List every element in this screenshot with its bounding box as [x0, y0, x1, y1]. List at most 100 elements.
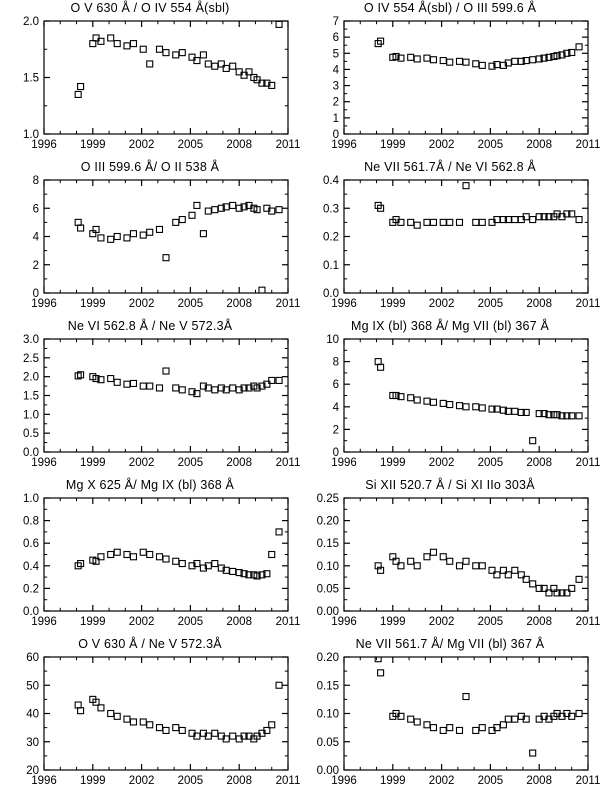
y-tick-label: 2.0: [23, 16, 39, 28]
data-point: [178, 559, 186, 568]
axes-frame: [43, 20, 289, 135]
data-point: [188, 211, 196, 219]
data-point: [563, 589, 571, 597]
data-point: [97, 37, 105, 45]
data-point: [139, 548, 147, 556]
data-point: [446, 557, 454, 565]
data-point: [268, 207, 276, 215]
data-point: [407, 394, 415, 402]
x-tick-label: 1996: [31, 139, 57, 151]
data-point: [429, 724, 438, 732]
data-point: [107, 34, 115, 42]
y-tick-label: 50: [26, 680, 39, 692]
axes-frame: [343, 20, 589, 135]
data-point: [229, 201, 237, 209]
data-point: [575, 575, 583, 583]
x-tick-label: 2005: [178, 457, 204, 469]
data-point: [155, 553, 164, 561]
data-point: [77, 371, 85, 379]
data-point: [455, 562, 464, 570]
x-tick-label: 2008: [226, 616, 252, 628]
data-point: [568, 584, 576, 592]
data-point: [439, 553, 447, 561]
data-point: [558, 589, 566, 597]
data-point: [77, 224, 85, 232]
data-point: [499, 566, 507, 574]
data-point: [540, 213, 548, 221]
data-point: [472, 726, 480, 734]
data-point: [545, 411, 553, 419]
data-points: [74, 21, 283, 98]
x-tick-label: 2002: [429, 616, 455, 628]
data-point: [92, 225, 100, 233]
y-tick-label: 0.15: [317, 680, 339, 692]
data-point: [199, 51, 207, 59]
data-point: [462, 58, 470, 66]
x-tick-label: 1996: [31, 775, 57, 787]
y-tick-label: 4: [33, 232, 40, 244]
data-point: [511, 407, 519, 415]
y-tick-label: 0: [333, 129, 339, 141]
y-tick-label: 3: [333, 81, 339, 93]
data-point: [229, 384, 237, 392]
data-point: [172, 384, 180, 392]
data-point: [499, 406, 507, 414]
axes-frame: [43, 656, 289, 771]
data-point: [245, 68, 253, 76]
data-point: [568, 48, 576, 57]
data-point: [123, 42, 131, 50]
x-tick-label: 1996: [331, 139, 357, 151]
data-point: [123, 234, 131, 242]
data-point: [423, 397, 431, 405]
x-tick-label: 2008: [226, 298, 252, 310]
y-tick-label: 0.5: [23, 428, 39, 440]
y-tick-label: 0.10: [317, 709, 339, 721]
data-point: [545, 589, 553, 597]
data-point: [253, 572, 261, 580]
data-point: [275, 681, 283, 689]
x-tick-label: 2005: [178, 775, 204, 787]
scatter-plot: 1996 1999 2002 2005 2008 2011 0 2 4 6 8: [31, 175, 300, 310]
x-tick-label: 2008: [526, 775, 552, 787]
chart-panel-oiii-oii: O III 599.6 Å/ O II 538 Å 1996 1999 2002 20…: [0, 159, 300, 318]
data-point: [478, 61, 486, 69]
data-point: [392, 391, 400, 400]
data-point: [235, 204, 243, 212]
chart-title: Ne VII 561.7Å / Ne VI 562.8 Å: [364, 160, 536, 174]
data-point: [245, 571, 253, 579]
x-tick-label: 1999: [380, 457, 406, 469]
data-point: [199, 382, 207, 390]
data-point: [558, 412, 566, 420]
x-tick-label: 2008: [226, 457, 252, 469]
data-point: [397, 393, 405, 401]
y-tick-label: 2: [333, 424, 339, 436]
data-point: [146, 721, 154, 729]
data-point: [268, 376, 276, 384]
data-points: [374, 37, 583, 70]
data-point: [493, 571, 501, 579]
data-point: [235, 386, 243, 394]
data-point: [540, 410, 548, 418]
data-point: [478, 218, 486, 226]
y-tick-label: 1.0: [23, 493, 39, 505]
data-point: [407, 218, 415, 226]
data-point: [377, 566, 385, 574]
axes-frame: [343, 497, 589, 612]
data-point: [155, 384, 164, 392]
data-point: [535, 410, 543, 418]
y-tick-label: 0.15: [317, 538, 339, 550]
data-point: [499, 721, 507, 729]
x-tick-label: 2005: [478, 616, 504, 628]
data-point: [193, 56, 201, 65]
x-tick-label: 2011: [276, 298, 300, 310]
x-tick-label: 1996: [31, 616, 57, 628]
data-point: [74, 90, 82, 98]
data-point: [139, 45, 147, 53]
chart-panel-mgx-mgix: Mg X 625 Å/ Mg IX (bl) 368 Å 1996 1999 200…: [0, 477, 300, 636]
chart-panel-mgix-mgvii: Mg IX (bl) 368 Å/ Mg VII (bl) 367 Å 1996…: [300, 318, 600, 477]
x-tick-label: 1996: [31, 457, 57, 469]
x-tick-label: 2002: [429, 457, 455, 469]
chart-title: O V 630 Å / Ne V 572.3Å: [78, 637, 222, 651]
y-tick-label: 0.05: [317, 737, 339, 749]
data-point: [472, 218, 480, 226]
